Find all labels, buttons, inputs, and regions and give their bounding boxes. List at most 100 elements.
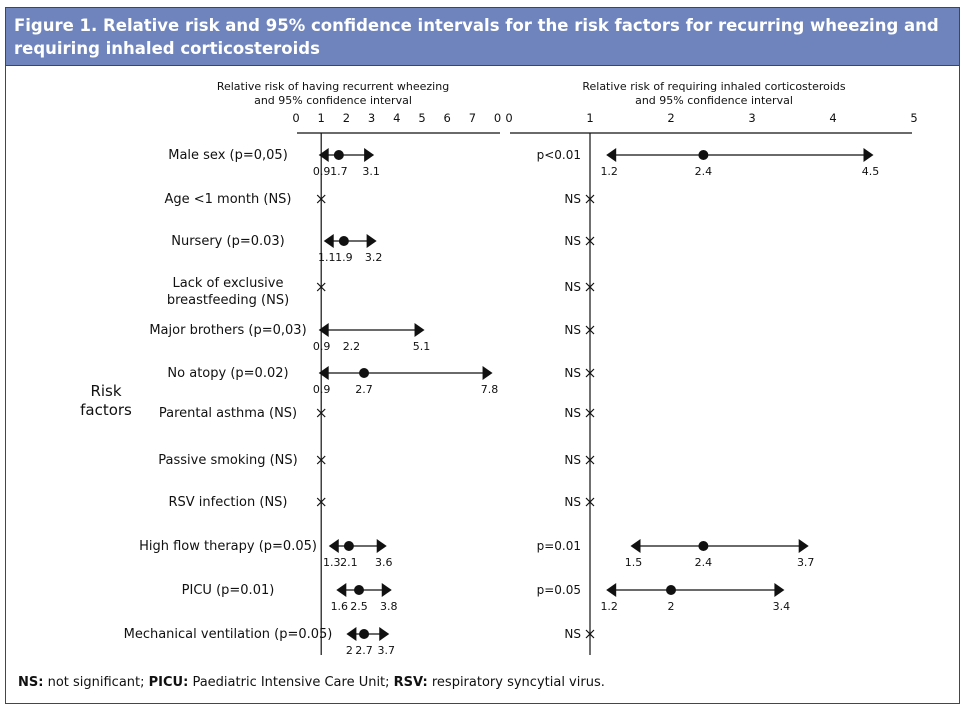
ci-lower-label: 2: [346, 644, 353, 657]
p-value-label: NS: [564, 323, 581, 337]
p-value-label: p=0.01: [537, 539, 581, 553]
ci-upper-label: 3.8: [380, 600, 398, 613]
tick-label: 3: [748, 111, 755, 125]
row-label: No atopy (p=0.02): [167, 366, 288, 381]
ns-cross-marker: [585, 455, 595, 465]
row-label: High flow therapy (p=0.05): [139, 539, 317, 554]
ns-cross-marker: [316, 282, 326, 292]
ci-lower-label: 0.9: [313, 340, 331, 353]
ci-upper-label: 3.1: [362, 165, 380, 178]
ci-upper-arrow: [414, 323, 425, 337]
ci-upper-arrow: [482, 366, 493, 380]
p-value-label: NS: [564, 366, 581, 380]
p-value-label: NS: [564, 406, 581, 420]
footnote: NS: not significant; PICU: Paediatric In…: [18, 675, 605, 690]
ci-lower-arrow: [318, 323, 329, 337]
tick-label: 3: [368, 111, 375, 125]
ci-lower-arrow: [318, 366, 329, 380]
row-label: Mechanical ventilation (p=0.05): [124, 627, 333, 642]
panel-title: Relative risk of having recurrent wheezi…: [217, 80, 449, 93]
ns-cross-marker: [585, 325, 595, 335]
tick-label: 2: [343, 111, 350, 125]
point-estimate-marker: [354, 585, 364, 595]
row-label: Passive smoking (NS): [158, 453, 297, 468]
ci-upper-arrow: [381, 583, 392, 597]
p-value-label: NS: [564, 453, 581, 467]
row-axis-label: Risk: [90, 382, 121, 400]
figure-title: Figure 1. Relative risk and 95% confiden…: [5, 7, 960, 66]
ci-lower-label: 1.5: [625, 556, 643, 569]
point-estimate-marker: [359, 368, 370, 378]
row-axis-label: factors: [80, 401, 132, 419]
ci-upper-arrow: [366, 234, 377, 248]
point-estimate-marker: [666, 585, 676, 595]
p-value-label: NS: [564, 495, 581, 509]
ci-upper-label: 7.8: [481, 383, 499, 396]
panel-title: and 95% confidence interval: [635, 94, 793, 107]
row-label: PICU (p=0.01): [182, 583, 275, 598]
ci-lower-arrow: [323, 234, 334, 248]
ci-upper-label: 3.6: [375, 556, 393, 569]
tick-label: 5: [418, 111, 425, 125]
point-estimate-marker: [359, 629, 370, 639]
row-label: Male sex (p=0,05): [168, 148, 288, 163]
ci-lower-label: 1.2: [600, 600, 618, 613]
ci-upper-label: 3.7: [797, 556, 815, 569]
ci-upper-arrow: [774, 583, 785, 597]
ci-upper-label: 3.4: [773, 600, 791, 613]
ci-lower-label: 1.2: [600, 165, 618, 178]
footnote-abbr-rsv: RSV:: [393, 675, 428, 690]
point-estimate-label: 2.2: [343, 340, 361, 353]
row-label: breastfeeding (NS): [167, 293, 289, 308]
point-estimate-label: 2: [668, 600, 675, 613]
ns-cross-marker: [585, 408, 595, 418]
tick-label: 6: [444, 111, 451, 125]
ci-upper-arrow: [798, 539, 809, 553]
ns-cross-marker: [585, 629, 595, 639]
tick-label: 0: [494, 111, 501, 125]
tick-label: 0: [292, 111, 299, 125]
point-estimate-label: 1.9: [335, 251, 353, 264]
ci-lower-arrow: [630, 539, 641, 553]
point-estimate-marker: [343, 541, 354, 551]
ci-lower-arrow: [318, 148, 329, 162]
ci-lower-label: 1.1: [318, 251, 336, 264]
ci-upper-arrow: [376, 539, 387, 553]
p-value-label: NS: [564, 234, 581, 248]
point-estimate-marker: [333, 150, 344, 160]
footnote-abbr-picu: PICU:: [148, 675, 189, 690]
ci-upper-label: 4.5: [862, 165, 880, 178]
tick-label: 7: [469, 111, 476, 125]
tick-label: 4: [393, 111, 400, 125]
row-label: Parental asthma (NS): [159, 406, 297, 421]
ns-cross-marker: [585, 236, 595, 246]
p-value-label: NS: [564, 280, 581, 294]
ci-upper-arrow: [863, 148, 874, 162]
panel-title: Relative risk of requiring inhaled corti…: [582, 80, 846, 93]
point-estimate-label: 2.1: [340, 556, 358, 569]
row-label: Nursery (p=0.03): [171, 234, 284, 249]
ns-cross-marker: [585, 497, 595, 507]
point-estimate-label: 2.4: [695, 165, 713, 178]
tick-label: 1: [318, 111, 325, 125]
point-estimate-marker: [698, 541, 709, 551]
footnote-text-ns: not significant;: [43, 675, 149, 690]
ci-lower-arrow: [606, 148, 617, 162]
point-estimate-label: 2.5: [350, 600, 368, 613]
ci-upper-arrow: [379, 627, 390, 641]
row-label: RSV infection (NS): [168, 495, 287, 510]
ci-lower-arrow: [336, 583, 347, 597]
ci-lower-label: 0.9: [313, 165, 331, 178]
row-label: Major brothers (p=0,03): [149, 323, 306, 338]
row-label: Age <1 month (NS): [164, 192, 291, 207]
point-estimate-label: 2.7: [355, 383, 373, 396]
point-estimate-label: 1.7: [330, 165, 348, 178]
footnote-abbr-ns: NS:: [18, 675, 44, 690]
ns-cross-marker: [316, 455, 326, 465]
ns-cross-marker: [585, 194, 595, 204]
ci-lower-arrow: [606, 583, 617, 597]
ci-lower-arrow: [346, 627, 357, 641]
point-estimate-label: 2.7: [355, 644, 373, 657]
panel-title: and 95% confidence interval: [254, 94, 412, 107]
